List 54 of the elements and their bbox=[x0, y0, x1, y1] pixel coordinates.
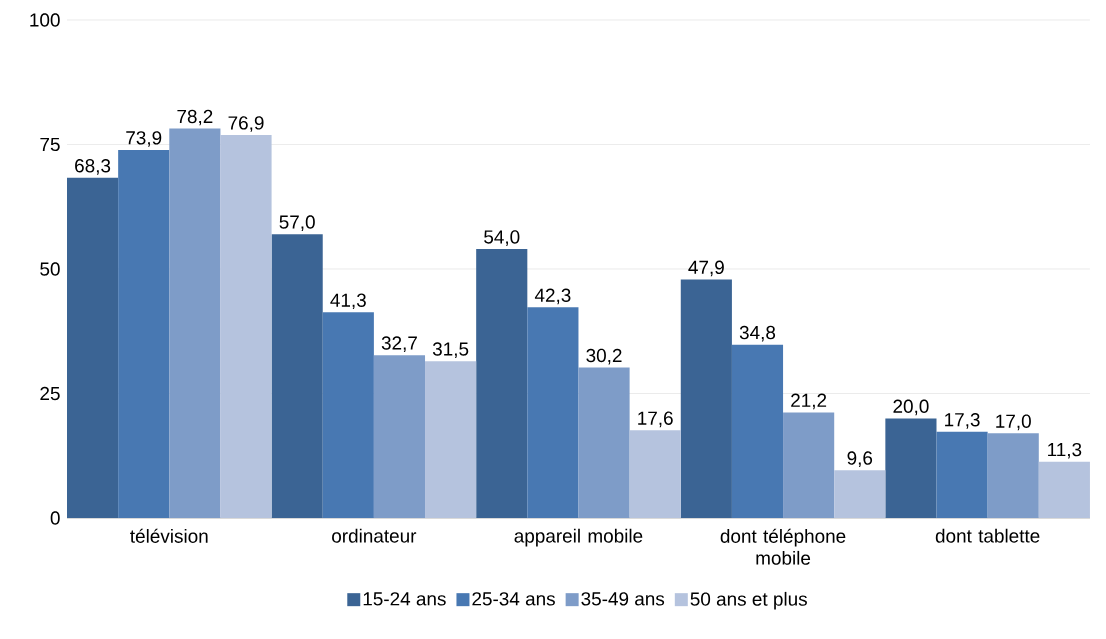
data-label: 34,8 bbox=[739, 325, 776, 342]
bar bbox=[373, 355, 426, 518]
bar bbox=[629, 430, 681, 518]
bar bbox=[476, 249, 528, 518]
data-label: 73,9 bbox=[126, 131, 162, 147]
legend-label: 15-24 ans bbox=[363, 592, 446, 606]
data-label: 57,0 bbox=[279, 215, 315, 231]
bar bbox=[271, 234, 323, 518]
bar bbox=[578, 367, 630, 518]
bar bbox=[67, 177, 119, 518]
data-label: 41,3 bbox=[330, 293, 366, 310]
bar bbox=[936, 431, 988, 518]
data-label: 17,3 bbox=[945, 413, 980, 429]
x-tick-label: appareil mobile bbox=[514, 528, 643, 547]
data-label: 68,3 bbox=[75, 159, 111, 175]
bar bbox=[118, 149, 170, 518]
x-tick-label: télévision bbox=[130, 528, 208, 543]
y-tick-label: 0 bbox=[50, 511, 60, 525]
x-tick-label: dont téléphone mobile bbox=[720, 528, 846, 565]
bar bbox=[1038, 461, 1090, 518]
data-label: 31,5 bbox=[432, 342, 469, 358]
data-label: 20,0 bbox=[893, 399, 929, 416]
bar bbox=[322, 312, 374, 518]
data-label: 54,0 bbox=[484, 230, 520, 246]
y-tick-label: 25 bbox=[40, 386, 60, 401]
data-label: 17,0 bbox=[996, 414, 1031, 431]
legend-label: 35-49 ans bbox=[581, 592, 665, 606]
bar bbox=[220, 135, 272, 518]
bar bbox=[783, 412, 835, 518]
x-tick-label: ordinateur bbox=[332, 528, 417, 543]
data-label: 11,3 bbox=[1048, 442, 1082, 459]
bar bbox=[731, 344, 784, 518]
bar bbox=[169, 128, 221, 518]
data-label: 30,2 bbox=[586, 348, 622, 365]
y-tick-label: 100 bbox=[30, 13, 60, 27]
data-label: 9,6 bbox=[847, 451, 873, 467]
x-tick-label: dont tablette bbox=[935, 528, 1040, 543]
data-label: 42,3 bbox=[534, 288, 571, 305]
y-tick-label: 75 bbox=[40, 137, 60, 152]
data-label: 76,9 bbox=[228, 116, 264, 132]
bar bbox=[885, 418, 937, 518]
legend-label: 25-34 ans bbox=[472, 592, 555, 606]
data-label: 21,2 bbox=[791, 393, 827, 410]
bar bbox=[527, 307, 579, 518]
data-label: 17,6 bbox=[638, 411, 673, 428]
legend-label: 50 ans et plus bbox=[690, 591, 807, 610]
bar bbox=[834, 470, 886, 518]
data-label: 47,9 bbox=[688, 260, 724, 277]
bar bbox=[987, 433, 1039, 518]
bar bbox=[680, 279, 732, 518]
data-label: 32,7 bbox=[381, 336, 417, 352]
data-label: 78,2 bbox=[177, 109, 213, 126]
bar bbox=[425, 361, 477, 518]
y-tick-label: 50 bbox=[40, 262, 60, 276]
